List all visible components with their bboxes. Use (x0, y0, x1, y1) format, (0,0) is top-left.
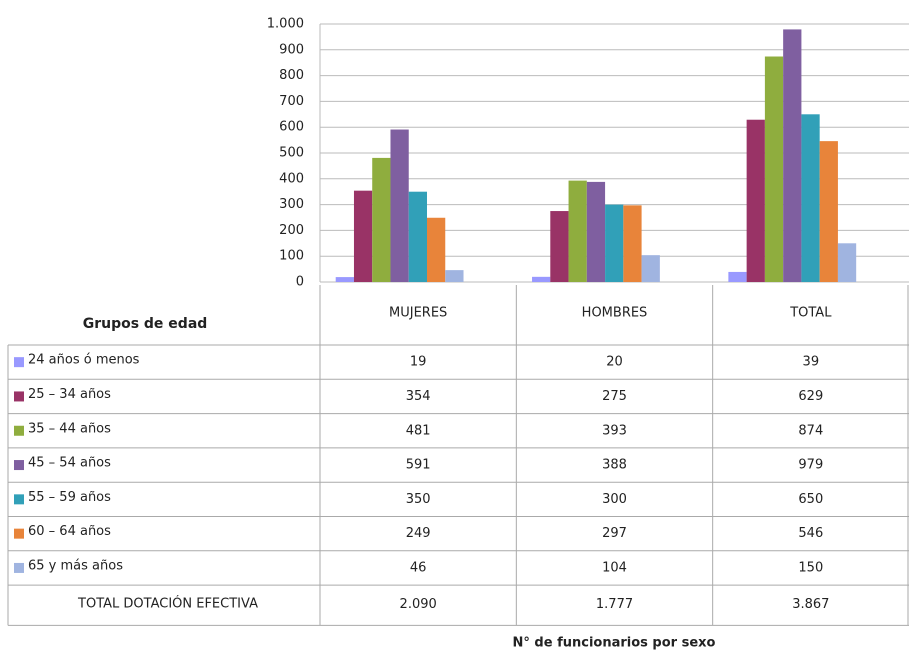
legend-swatch (14, 357, 24, 368)
table-value: 104 (602, 560, 627, 575)
bar (837, 243, 857, 282)
table-total: 1.777 (596, 597, 633, 612)
table-header: Grupos de edad (83, 316, 208, 332)
legend-swatch (14, 494, 24, 505)
bar (605, 204, 624, 282)
y-tick-label: 1.000 (267, 17, 304, 32)
table-value: 874 (798, 423, 823, 438)
legend-swatch (14, 562, 24, 573)
table-total: 2.090 (400, 597, 437, 612)
bar (550, 211, 569, 282)
legend-label: 55 – 59 años (28, 490, 111, 505)
bar (764, 56, 784, 283)
table-value: 46 (410, 560, 427, 575)
bar (783, 29, 802, 282)
legend-label: 45 – 54 años (28, 456, 111, 471)
legend-label: 60 – 64 años (28, 524, 111, 539)
y-tick-label: 700 (279, 94, 304, 109)
bar (335, 277, 354, 282)
bar (746, 119, 765, 282)
legend-swatch (14, 460, 24, 471)
table-value: 297 (602, 526, 627, 541)
table-total: 3.867 (792, 597, 829, 612)
y-tick-label: 200 (279, 223, 304, 238)
table-value: 39 (803, 355, 820, 370)
bar (427, 217, 446, 282)
category-label: MUJERES (389, 306, 447, 321)
table-value: 275 (602, 389, 627, 404)
legend-label: 65 y más años (28, 558, 123, 573)
bar (353, 190, 373, 282)
bar (532, 276, 551, 282)
table-value: 150 (798, 560, 823, 575)
table-value: 350 (406, 492, 431, 507)
legend-label: 25 – 34 años (28, 387, 111, 402)
bar (586, 181, 606, 282)
table-value: 979 (798, 458, 823, 473)
table-value: 650 (798, 492, 823, 507)
bar (728, 271, 747, 282)
table-value: 300 (602, 492, 627, 507)
table-value: 393 (602, 423, 627, 438)
y-tick-label: 400 (279, 171, 304, 186)
category-label: TOTAL (789, 306, 832, 321)
legend-swatch (14, 391, 24, 402)
table-value: 388 (602, 458, 627, 473)
bar (641, 255, 660, 282)
y-tick-label: 0 (296, 275, 304, 290)
bar (372, 157, 391, 282)
table-value: 249 (406, 526, 431, 541)
legend-swatch (14, 425, 24, 436)
category-label: HOMBRES (582, 306, 648, 321)
table-value: 546 (798, 526, 823, 541)
y-tick-label: 300 (279, 197, 304, 212)
legend-label: 24 años ó menos (28, 353, 140, 368)
bar (801, 114, 820, 282)
bar (445, 270, 464, 282)
total-label: TOTAL DOTACIÓN EFECTIVA (77, 596, 258, 612)
x-axis-label: N° de funcionarios por sexo (513, 636, 716, 651)
y-tick-label: 900 (279, 42, 304, 57)
table-value: 19 (410, 355, 427, 370)
bar (390, 129, 409, 282)
legend-label: 35 – 44 años (28, 421, 111, 436)
y-tick-label: 500 (279, 146, 304, 161)
table-value: 354 (406, 389, 431, 404)
bar (819, 141, 838, 282)
bar (408, 191, 428, 282)
y-tick-label: 100 (279, 249, 304, 264)
table-value: 20 (606, 355, 623, 370)
legend-swatch (14, 528, 24, 539)
table-value: 481 (406, 423, 431, 438)
table-value: 629 (798, 389, 823, 404)
bar (623, 205, 642, 282)
y-tick-label: 800 (279, 68, 304, 83)
table-value: 591 (406, 458, 431, 473)
y-tick-label: 600 (279, 120, 304, 135)
bar (568, 180, 587, 282)
